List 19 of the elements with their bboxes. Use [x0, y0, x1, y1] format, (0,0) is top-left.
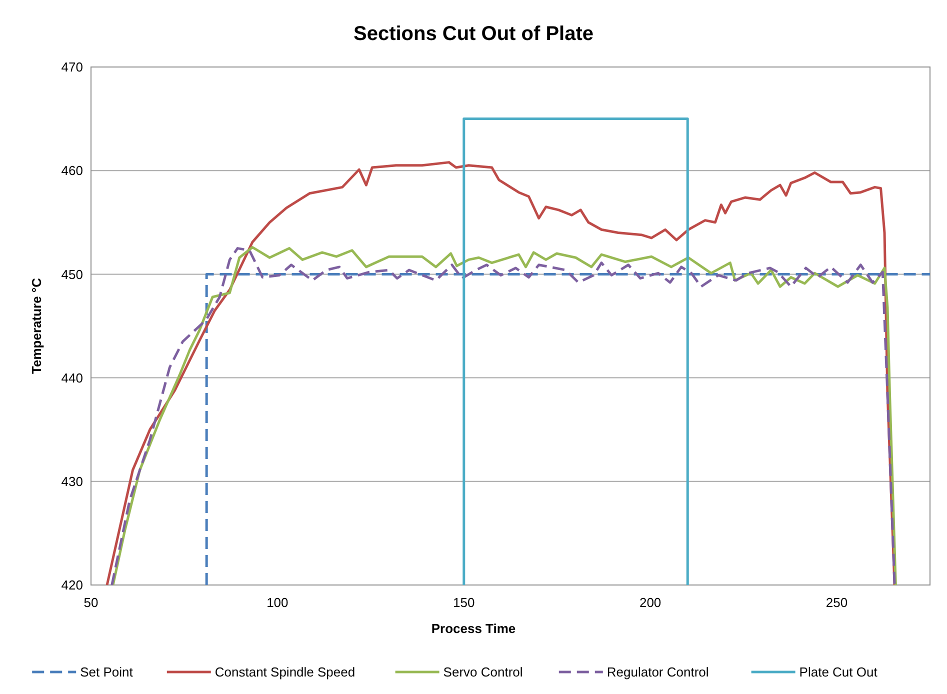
y-tick-label: 440 — [61, 370, 83, 386]
x-axis-title: Process Time — [431, 621, 516, 636]
chart-title: Sections Cut Out of Plate — [353, 23, 594, 45]
x-tick-label: 250 — [826, 595, 848, 610]
legend-label: Constant Spindle Speed — [214, 664, 356, 680]
legend-label: Servo Control — [443, 664, 523, 680]
x-tick-label: 200 — [639, 595, 662, 610]
y-tick-label: 450 — [61, 266, 83, 282]
legend-label: Regulator Control — [606, 664, 709, 680]
y-tick-label: 430 — [61, 474, 83, 489]
y-axis-title: Temperature °C — [29, 277, 44, 374]
x-tick-label: 150 — [453, 595, 475, 610]
legend-label: Plate Cut Out — [799, 664, 878, 680]
y-tick-label: 420 — [61, 578, 83, 593]
x-tick-label: 100 — [266, 595, 288, 610]
y-tick-label: 470 — [61, 60, 83, 75]
y-tick-label: 460 — [61, 163, 83, 178]
legend-label: Set Point — [80, 664, 134, 680]
x-tick-label: 50 — [84, 595, 98, 610]
